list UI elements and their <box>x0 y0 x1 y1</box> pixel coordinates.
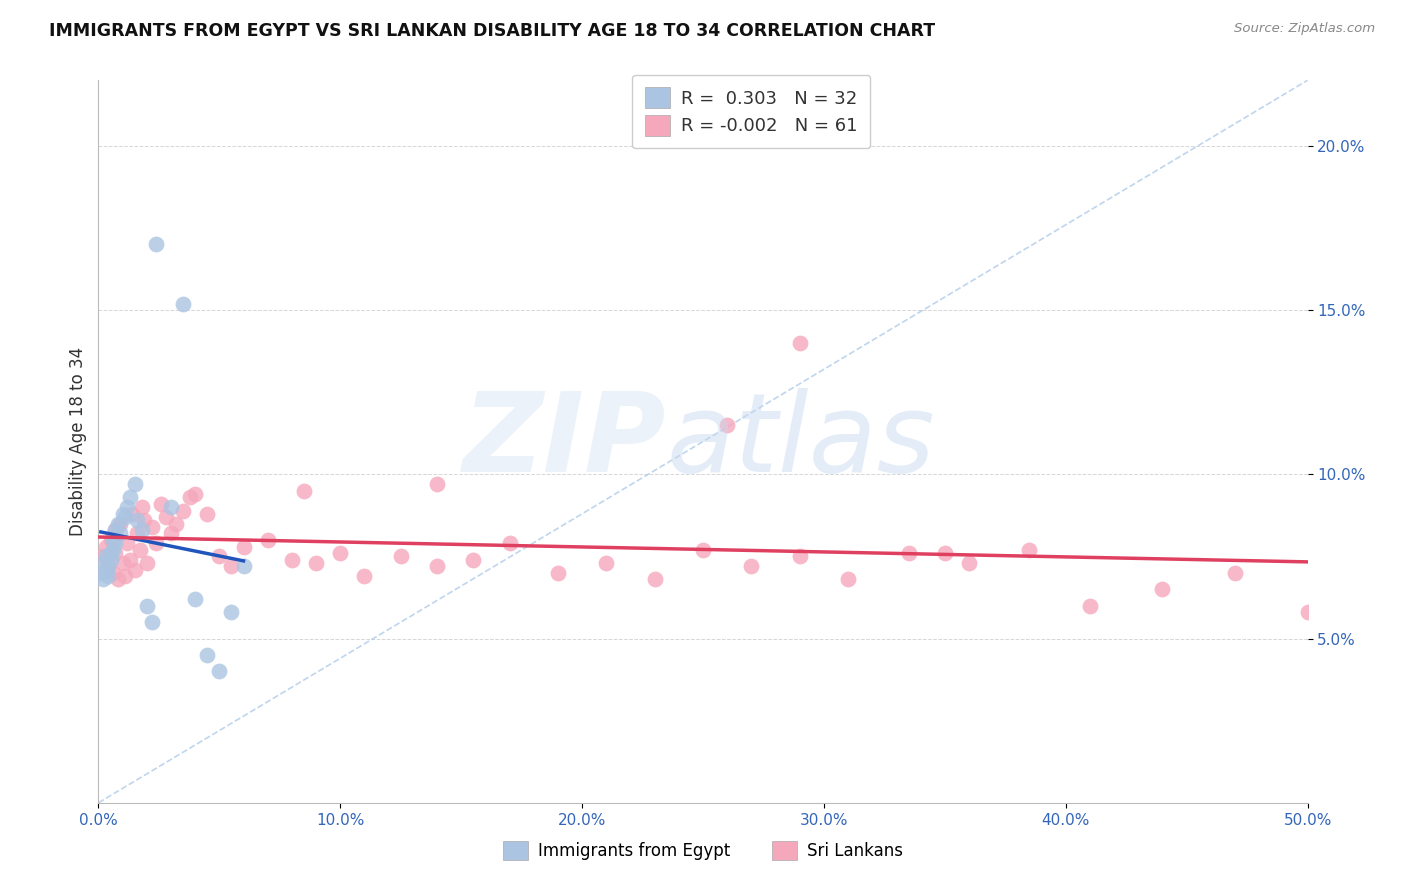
Point <box>426 477 449 491</box>
Point <box>114 569 136 583</box>
Point <box>145 237 167 252</box>
Point <box>124 477 146 491</box>
Point <box>117 536 139 550</box>
Point <box>547 566 569 580</box>
Point <box>128 542 150 557</box>
Point <box>160 500 183 515</box>
Legend: Immigrants from Egypt, Sri Lankans: Immigrants from Egypt, Sri Lankans <box>496 835 910 867</box>
Point <box>463 553 485 567</box>
Point <box>1018 542 1040 557</box>
Point <box>100 546 122 560</box>
Point <box>108 526 131 541</box>
Point <box>127 513 149 527</box>
Point <box>1296 605 1319 619</box>
Point <box>644 573 666 587</box>
Point <box>389 549 412 564</box>
Point <box>716 418 738 433</box>
Point <box>232 540 254 554</box>
Point <box>305 556 328 570</box>
Point <box>1078 599 1101 613</box>
Point <box>91 549 114 564</box>
Point <box>135 599 157 613</box>
Point <box>329 546 352 560</box>
Point <box>104 523 127 537</box>
Text: Source: ZipAtlas.com: Source: ZipAtlas.com <box>1234 22 1375 36</box>
Point <box>104 536 127 550</box>
Point <box>172 503 194 517</box>
Point <box>221 559 243 574</box>
Point <box>94 549 117 564</box>
Point <box>897 546 920 560</box>
Point <box>145 536 167 550</box>
Point <box>789 336 811 351</box>
Point <box>692 542 714 557</box>
Point <box>195 507 218 521</box>
Point <box>172 296 194 310</box>
Text: IMMIGRANTS FROM EGYPT VS SRI LANKAN DISABILITY AGE 18 TO 34 CORRELATION CHART: IMMIGRANTS FROM EGYPT VS SRI LANKAN DISA… <box>49 22 935 40</box>
Point <box>104 546 127 560</box>
Point <box>256 533 278 547</box>
Point <box>107 516 129 531</box>
Point <box>94 540 117 554</box>
Point <box>292 483 315 498</box>
Point <box>135 556 157 570</box>
Point <box>97 559 120 574</box>
Point <box>124 563 146 577</box>
Point <box>179 491 201 505</box>
Point <box>94 563 117 577</box>
Point <box>595 556 617 570</box>
Point <box>155 510 177 524</box>
Point <box>1152 582 1174 597</box>
Point <box>90 566 112 580</box>
Point <box>118 553 141 567</box>
Y-axis label: Disability Age 18 to 34: Disability Age 18 to 34 <box>69 347 87 536</box>
Point <box>208 549 231 564</box>
Point <box>837 573 859 587</box>
Point <box>107 573 129 587</box>
Point <box>232 559 254 574</box>
Point <box>195 648 218 662</box>
Point <box>281 553 304 567</box>
Text: atlas: atlas <box>666 388 935 495</box>
Text: ZIP: ZIP <box>463 388 666 495</box>
Point <box>101 542 124 557</box>
Point <box>740 559 762 574</box>
Point <box>134 513 156 527</box>
Point <box>97 559 120 574</box>
Point <box>353 569 375 583</box>
Point <box>127 526 149 541</box>
Point <box>957 556 980 570</box>
Point <box>208 665 231 679</box>
Point <box>131 500 153 515</box>
Point <box>114 510 136 524</box>
Point <box>498 536 520 550</box>
Point <box>108 516 131 531</box>
Point <box>111 556 134 570</box>
Point <box>131 523 153 537</box>
Point <box>141 520 163 534</box>
Point <box>150 497 173 511</box>
Point <box>141 615 163 630</box>
Point <box>100 533 122 547</box>
Point <box>117 500 139 515</box>
Point <box>91 556 114 570</box>
Point <box>221 605 243 619</box>
Point <box>789 549 811 564</box>
Point <box>934 546 956 560</box>
Point <box>165 516 187 531</box>
Point <box>1223 566 1246 580</box>
Point <box>101 533 124 547</box>
Point <box>91 573 114 587</box>
Point <box>118 491 141 505</box>
Point <box>121 507 143 521</box>
Point <box>184 487 207 501</box>
Point <box>101 566 124 580</box>
Point <box>426 559 449 574</box>
Point <box>160 526 183 541</box>
Point <box>104 523 127 537</box>
Point <box>100 553 122 567</box>
Point <box>184 592 207 607</box>
Point <box>97 569 120 583</box>
Point <box>111 507 134 521</box>
